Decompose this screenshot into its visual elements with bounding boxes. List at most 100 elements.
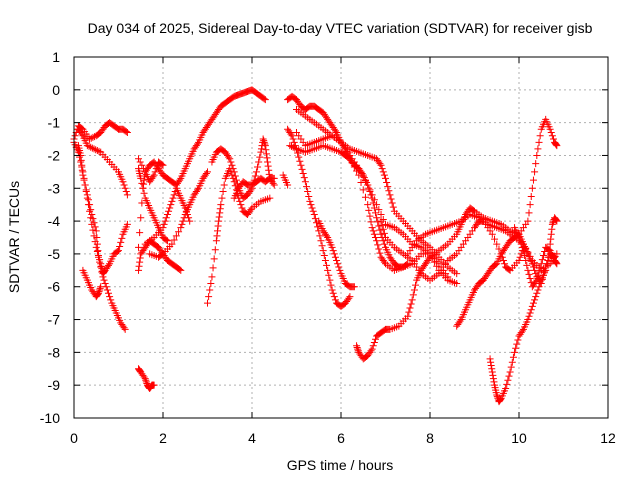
data-point	[262, 150, 270, 158]
data-point	[115, 247, 122, 255]
data-point	[514, 336, 522, 344]
data-point	[326, 276, 334, 284]
data-point	[366, 186, 374, 194]
data-point	[331, 253, 339, 261]
data-point	[257, 145, 265, 153]
data-point	[202, 170, 210, 178]
data-point	[93, 147, 101, 155]
data-point	[323, 232, 331, 240]
data-point	[139, 184, 147, 192]
data-point	[104, 261, 112, 269]
data-point	[100, 276, 108, 284]
data-point	[149, 173, 157, 181]
data-point	[215, 217, 223, 225]
series-track-1	[70, 138, 131, 278]
data-point	[374, 241, 382, 249]
data-point	[291, 144, 299, 152]
data-point	[380, 258, 388, 266]
data-point	[532, 160, 540, 168]
data-point	[106, 293, 114, 301]
data-point	[85, 142, 93, 150]
data-point	[534, 272, 542, 280]
data-point	[331, 127, 339, 135]
data-point	[318, 242, 326, 250]
data-point	[354, 345, 362, 353]
data-point	[266, 194, 274, 202]
data-point	[300, 174, 308, 182]
data-point	[79, 171, 87, 179]
data-point	[501, 260, 509, 268]
data-point	[552, 258, 560, 266]
data-point	[217, 201, 225, 209]
data-point	[82, 186, 90, 194]
x-axis-label: GPS time / hours	[287, 457, 394, 473]
data-point	[377, 217, 385, 225]
data-point	[333, 256, 341, 264]
data-point	[152, 165, 160, 173]
data-point	[286, 142, 294, 150]
data-point	[104, 289, 112, 297]
data-point	[177, 224, 185, 232]
data-point	[225, 153, 233, 161]
data-point	[177, 266, 185, 274]
data-point	[310, 211, 318, 219]
data-point	[94, 247, 102, 255]
data-point	[327, 281, 335, 289]
data-point	[380, 229, 388, 237]
series-track-4	[74, 142, 129, 333]
data-point	[552, 140, 560, 148]
y-tick-label: -2	[48, 147, 61, 163]
data-point	[176, 176, 184, 184]
data-point	[383, 179, 391, 187]
data-point	[257, 148, 265, 156]
data-point	[193, 140, 201, 148]
data-point	[369, 199, 377, 207]
data-point	[532, 278, 540, 286]
data-point	[353, 342, 361, 350]
data-point	[508, 358, 516, 366]
data-point	[265, 166, 273, 174]
data-point	[371, 335, 379, 343]
data-point	[180, 214, 188, 222]
series-track-28	[511, 224, 561, 291]
data-point	[522, 256, 530, 264]
data-point	[89, 215, 97, 223]
data-point	[377, 230, 385, 238]
data-point	[523, 261, 531, 269]
data-point	[354, 347, 362, 355]
data-point	[389, 203, 397, 211]
data-point	[357, 169, 365, 177]
data-point	[509, 353, 517, 361]
data-point	[206, 286, 214, 294]
data-point	[176, 265, 184, 273]
data-point	[528, 260, 536, 268]
data-point	[373, 214, 381, 222]
data-point	[78, 161, 86, 169]
data-point	[81, 181, 89, 189]
data-point	[71, 132, 79, 140]
data-point	[213, 232, 221, 240]
data-point	[518, 243, 526, 251]
data-point	[513, 340, 521, 348]
data-point	[535, 283, 543, 291]
data-point	[270, 181, 278, 189]
data-point	[265, 170, 273, 178]
data-point	[324, 266, 332, 274]
data-point	[404, 312, 412, 320]
data-point	[229, 165, 237, 173]
data-point	[236, 197, 244, 205]
data-point	[357, 179, 365, 187]
data-point	[548, 225, 556, 233]
data-point	[118, 234, 126, 242]
data-point	[487, 361, 495, 369]
data-point	[526, 309, 534, 317]
data-point	[350, 283, 358, 291]
y-tick-label: -3	[48, 180, 61, 196]
data-point	[552, 141, 560, 149]
data-point	[140, 373, 148, 381]
data-point	[227, 158, 235, 166]
data-point	[162, 214, 170, 222]
data-point	[140, 165, 148, 173]
data-point	[493, 240, 501, 248]
data-point	[172, 232, 180, 240]
